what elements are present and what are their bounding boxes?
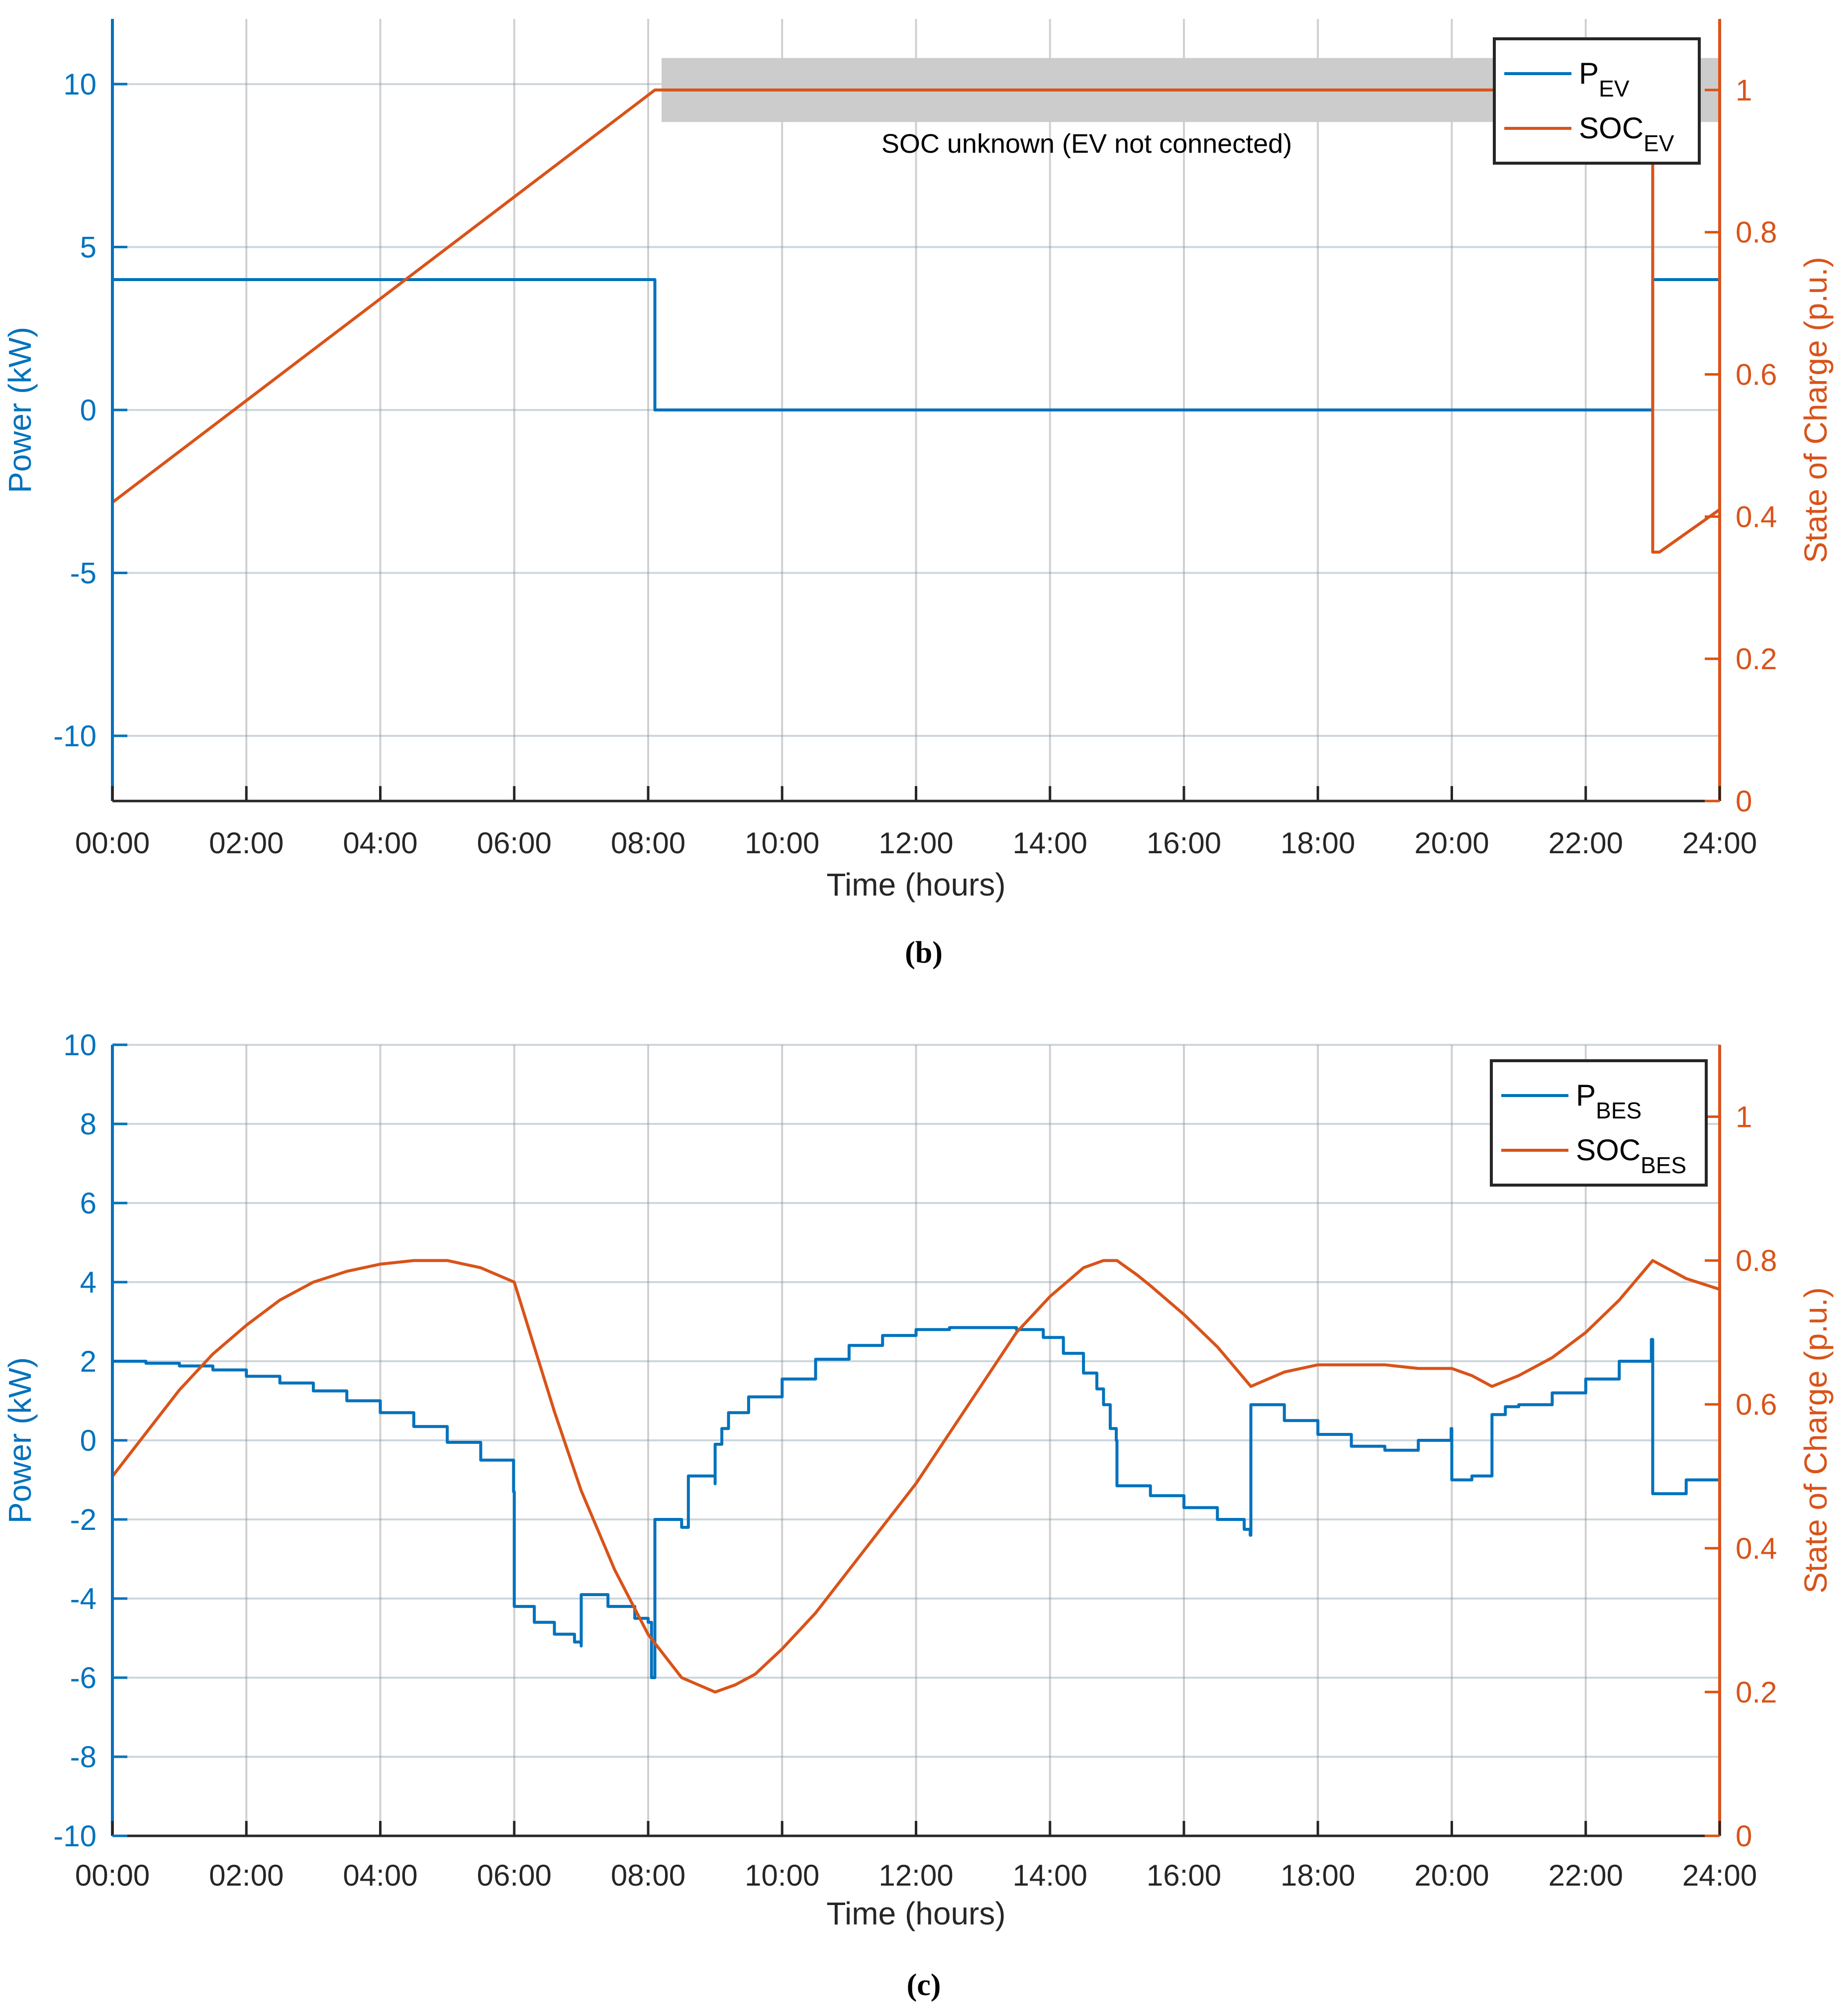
y-left-tick-label: 5 bbox=[80, 231, 97, 264]
legend-sub: BES bbox=[1641, 1152, 1686, 1178]
y-left-tick-label: 8 bbox=[80, 1107, 97, 1141]
x-tick-label: 10:00 bbox=[745, 1859, 819, 1892]
y-right-tick-label: 1 bbox=[1736, 1101, 1752, 1134]
y-left-tick-label: 4 bbox=[80, 1266, 97, 1299]
x-tick-label: 24:00 bbox=[1682, 1859, 1757, 1892]
x-tick-label: 00:00 bbox=[75, 826, 150, 860]
y-right-tick-label: 0.8 bbox=[1736, 1244, 1777, 1278]
x-axis-label: Time (hours) bbox=[826, 1896, 1005, 1931]
legend-entry-power: PBES bbox=[1576, 1079, 1642, 1123]
soc-series-line bbox=[111, 88, 1721, 554]
y-left-tick-label: -10 bbox=[53, 719, 97, 753]
x-tick-label: 16:00 bbox=[1147, 826, 1221, 860]
legend-main: SOC bbox=[1576, 1133, 1641, 1167]
panel-label: (b) bbox=[905, 936, 943, 970]
x-axis-label: Time (hours) bbox=[826, 867, 1005, 903]
y-right-tick-label: 0.4 bbox=[1736, 500, 1777, 533]
legend-main: SOC bbox=[1579, 111, 1644, 145]
legend-sub: EV bbox=[1599, 76, 1630, 101]
x-tick-label: 06:00 bbox=[477, 1859, 552, 1892]
annotation-text: SOC unknown (EV not connected) bbox=[881, 129, 1292, 159]
y-right-tick-label: 0.2 bbox=[1736, 1676, 1777, 1709]
y-left-tick-label: 0 bbox=[80, 394, 97, 427]
x-tick-label: 12:00 bbox=[878, 826, 953, 860]
x-tick-label: 08:00 bbox=[611, 1859, 685, 1892]
legend-entry-soc: SOCEV bbox=[1579, 111, 1674, 156]
legend-entry-power: PEV bbox=[1579, 57, 1630, 101]
x-tick-label: 24:00 bbox=[1682, 826, 1757, 860]
y-left-tick-label: -8 bbox=[70, 1740, 97, 1774]
x-tick-label: 16:00 bbox=[1147, 1859, 1221, 1892]
y-right-tick-label: 1 bbox=[1736, 74, 1752, 107]
y-right-tick-label: 0 bbox=[1736, 785, 1752, 818]
x-tick-label: 20:00 bbox=[1414, 826, 1489, 860]
y-left-tick-label: 10 bbox=[63, 1028, 97, 1062]
chart-c: 00:00 02:00 04:00 06:00 08:00 10:00 12:00 14:00… bbox=[2, 1028, 1834, 2002]
y-left-axis-label: Power (kW) bbox=[2, 1357, 38, 1523]
legend-box bbox=[1490, 1059, 1708, 1187]
legend-sub: EV bbox=[1644, 130, 1674, 156]
legend-main: P bbox=[1576, 1079, 1596, 1112]
x-tick-label: 14:00 bbox=[1013, 826, 1087, 860]
y-left-tick-label: 2 bbox=[80, 1345, 97, 1378]
soc-series-line bbox=[111, 1259, 1720, 1694]
y-left-tick-label: 10 bbox=[63, 68, 97, 101]
x-tick-label: 14:00 bbox=[1013, 1859, 1087, 1892]
x-tick-label: 04:00 bbox=[343, 1859, 417, 1892]
legend-box bbox=[1493, 37, 1701, 165]
power-series-line bbox=[112, 1326, 1721, 1679]
chart-b: SOC unknown (EV not connected) 00:00 02:00… bbox=[2, 19, 1834, 970]
y-right-tick-label: 0.8 bbox=[1736, 216, 1777, 249]
x-tick-label: 04:00 bbox=[343, 826, 417, 860]
y-left-tick-label: 6 bbox=[80, 1187, 97, 1220]
power-series-line bbox=[112, 278, 1720, 411]
legend-sub: BES bbox=[1596, 1098, 1642, 1123]
y-right-tick-label: 0.2 bbox=[1736, 642, 1777, 676]
y-right-axis-label: State of Charge (p.u.) bbox=[1798, 1287, 1834, 1593]
y-right-tick-label: 0.6 bbox=[1736, 1388, 1777, 1421]
y-right-tick-label: 0.4 bbox=[1736, 1532, 1777, 1565]
legend-entry-soc: SOCBES bbox=[1576, 1133, 1686, 1178]
x-tick-label: 12:00 bbox=[878, 1859, 953, 1892]
x-tick-label: 02:00 bbox=[209, 1859, 284, 1892]
y-left-tick-label: -2 bbox=[70, 1503, 97, 1536]
y-left-axis-label: Power (kW) bbox=[2, 327, 38, 493]
y-right-axis-label: State of Charge (p.u.) bbox=[1798, 257, 1834, 563]
x-tick-label: 00:00 bbox=[75, 1859, 150, 1892]
y-right-tick-label: 0 bbox=[1736, 1819, 1752, 1853]
legend-main: P bbox=[1579, 57, 1599, 90]
x-tick-label: 10:00 bbox=[745, 826, 819, 860]
y-left-tick-label: 0 bbox=[80, 1424, 97, 1457]
y-left-tick-label: -10 bbox=[53, 1819, 97, 1853]
y-left-tick-label: -4 bbox=[70, 1582, 97, 1615]
y-right-tick-label: 0.6 bbox=[1736, 358, 1777, 392]
x-tick-label: 18:00 bbox=[1280, 826, 1355, 860]
x-tick-label: 22:00 bbox=[1549, 826, 1623, 860]
x-tick-label: 06:00 bbox=[477, 826, 552, 860]
x-tick-label: 02:00 bbox=[209, 826, 284, 860]
panel-label: (c) bbox=[907, 1968, 941, 2002]
x-tick-label: 20:00 bbox=[1414, 1859, 1489, 1892]
x-tick-label: 22:00 bbox=[1549, 1859, 1623, 1892]
y-left-tick-label: -6 bbox=[70, 1661, 97, 1695]
y-left-tick-label: -5 bbox=[70, 557, 97, 590]
x-tick-label: 18:00 bbox=[1280, 1859, 1355, 1892]
x-tick-label: 08:00 bbox=[611, 826, 685, 860]
